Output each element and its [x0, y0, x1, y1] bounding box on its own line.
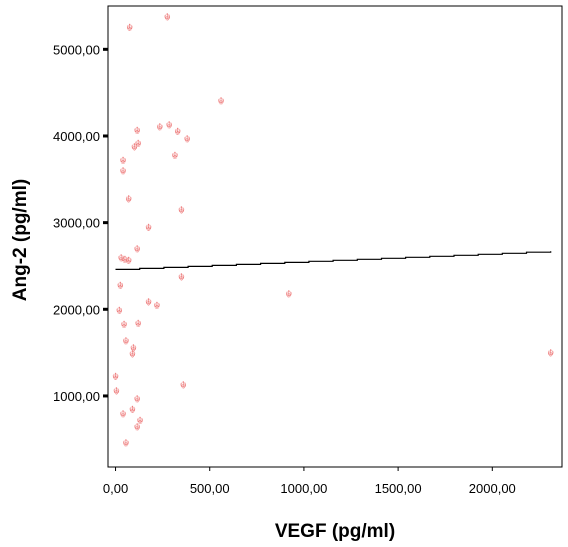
y-tick-label: 2000,00 [53, 302, 100, 317]
data-point: ☬ [134, 126, 141, 137]
data-point: ☬ [117, 281, 124, 292]
x-tick-label: 2000,00 [469, 481, 516, 496]
data-point: ☬ [118, 253, 125, 264]
data-point: ☬ [135, 139, 142, 150]
data-point: ☬ [125, 194, 132, 205]
data-point: ☬ [217, 96, 224, 107]
x-axis-title: VEGF (pg/ml) [275, 521, 395, 542]
data-point: ☬ [166, 121, 173, 132]
data-point: ☬ [120, 320, 127, 331]
data-point: ☬ [164, 12, 171, 23]
data-point: ☬ [136, 416, 143, 427]
y-axis: 1000,00 2000,00 3000,00 4000,00 5000,00 [53, 42, 108, 404]
data-point: ☬ [126, 23, 133, 34]
data-point: ☬ [129, 349, 136, 360]
data-point: ☬ [145, 223, 152, 234]
fit-line [115, 251, 552, 270]
data-point: ☬ [178, 272, 185, 283]
y-tick-label: 1000,00 [53, 389, 100, 404]
data-points: ☬ ☬ ☬ ☬ ☬ ☬ ☬ ☬ ☬ ☬ ☬ ☬ ☬ ☬ ☬ ☬ ☬ ☬ ☬ ☬ ☬ ☬ ☬ ☬ ☬ ☬ ☬ ☬ ☬ ☬ ☬ ☬ ☬ ☬ ☬ ☬ ☬ ☬ ☬ ☬… [112, 12, 554, 449]
x-tick-label: 0,00 [103, 481, 128, 496]
data-point: ☬ [171, 151, 178, 162]
data-point: ☬ [184, 135, 191, 146]
y-tick-label: 5000,00 [53, 42, 100, 57]
data-point: ☬ [122, 439, 129, 450]
data-point: ☬ [121, 255, 128, 266]
data-point: ☬ [134, 245, 141, 256]
x-tick-label: 500,00 [190, 481, 230, 496]
data-point: ☬ [120, 167, 127, 178]
data-point: ☬ [116, 306, 123, 317]
data-point: ☬ [153, 301, 160, 312]
y-axis-title: Ang-2 (pg/ml) [10, 179, 31, 301]
data-point: ☬ [120, 409, 127, 420]
data-point: ☬ [145, 297, 152, 308]
data-point: ☬ [129, 405, 136, 416]
x-axis: 0,00 500,00 1000,00 1500,00 2000,00 [103, 467, 516, 496]
data-point: ☬ [113, 387, 120, 398]
data-point: ☬ [134, 422, 141, 433]
y-tick-label: 4000,00 [53, 129, 100, 144]
plot-frame [107, 5, 563, 468]
data-point: ☬ [178, 206, 185, 217]
data-point: ☬ [135, 319, 142, 330]
data-point: ☬ [156, 122, 163, 133]
data-point: ☬ [122, 336, 129, 347]
data-point: ☬ [180, 381, 187, 392]
y-tick-label: 3000,00 [53, 216, 100, 231]
data-point: ☬ [112, 372, 119, 383]
data-point: ☬ [131, 142, 138, 153]
data-point: ☬ [285, 290, 292, 301]
x-tick-label: 1500,00 [375, 481, 422, 496]
data-point: ☬ [174, 127, 181, 138]
x-tick-label: 1000,00 [280, 481, 327, 496]
data-point: ☬ [547, 349, 554, 360]
data-point: ☬ [120, 156, 127, 167]
data-point: ☬ [134, 395, 141, 406]
data-point: ☬ [130, 343, 137, 354]
data-point: ☬ [125, 256, 132, 267]
